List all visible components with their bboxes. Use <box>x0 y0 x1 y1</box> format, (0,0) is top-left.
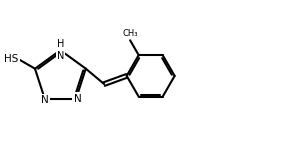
Text: N: N <box>74 93 81 103</box>
Text: N: N <box>41 95 49 105</box>
Text: H
N: H N <box>57 39 64 61</box>
Text: HS: HS <box>4 54 19 64</box>
Text: CH₃: CH₃ <box>122 29 138 37</box>
